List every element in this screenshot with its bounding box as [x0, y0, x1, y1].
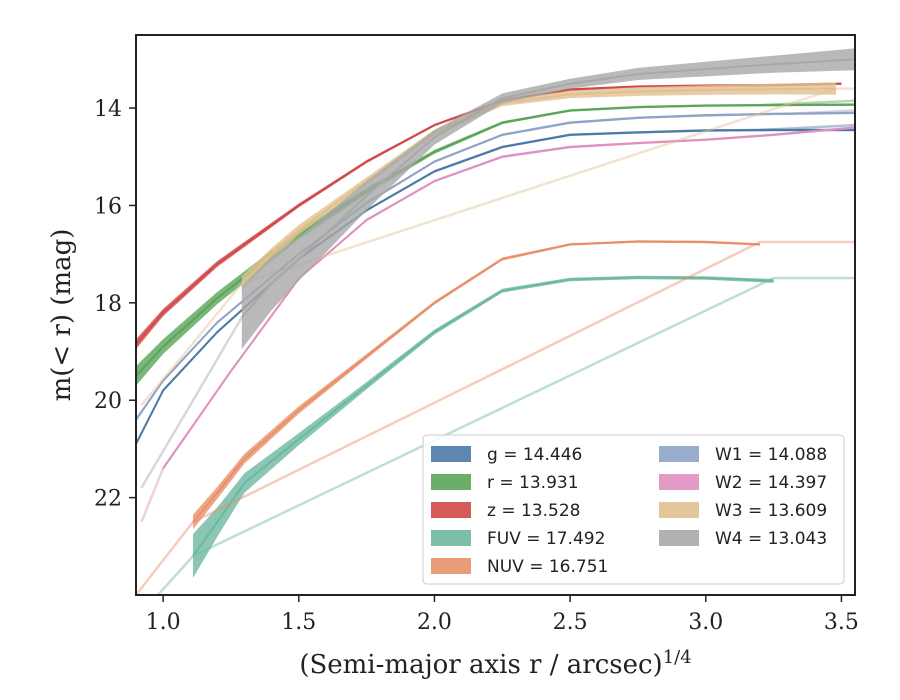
legend-label: W2 = 14.397 — [715, 473, 827, 493]
x-tick-label: 1.5 — [281, 610, 316, 635]
series-g-line — [136, 129, 855, 445]
x-axis-label: (Semi-major axis r / arcsec)1/4 — [299, 647, 691, 680]
series-fuv-line — [192, 276, 774, 557]
series-w4 — [140, 48, 855, 489]
x-tick-label: 1.0 — [146, 610, 181, 635]
series-w2-extension — [140, 467, 165, 523]
x-tick-label: 2.0 — [417, 610, 452, 635]
legend-swatch — [659, 530, 699, 546]
legend-label: FUV = 17.492 — [487, 529, 605, 549]
legend-swatch — [431, 530, 471, 546]
series-r-line — [136, 103, 855, 377]
x-tick-label: 3.5 — [824, 610, 859, 635]
y-tick-label: 18 — [94, 292, 122, 317]
series-w4-line — [241, 58, 855, 319]
legend-label: W1 = 14.088 — [715, 445, 827, 465]
y-tick-label: 22 — [94, 487, 122, 512]
legend-label: W3 = 13.609 — [715, 501, 827, 521]
legend-swatch — [431, 446, 471, 462]
plot-layer — [136, 48, 855, 595]
legend-label: NUV = 16.751 — [487, 557, 608, 577]
legend-swatch — [659, 446, 699, 462]
series-nuv-line — [192, 240, 761, 523]
y-tick-label: 20 — [94, 389, 122, 414]
legend-label: W4 = 13.043 — [715, 529, 827, 549]
x-tick-label: 2.5 — [553, 610, 588, 635]
series-w1-line — [136, 111, 855, 421]
legend-label: z = 13.528 — [487, 501, 580, 521]
x-axis-label-main: (Semi-major axis r / arcsec) — [299, 650, 662, 680]
series-w1 — [136, 109, 855, 422]
y-tick-label: 16 — [94, 194, 122, 219]
legend: g = 14.446 r = 13.931 z = 13.528 FUV = 17.4… — [422, 434, 845, 585]
series-nuv — [136, 240, 855, 595]
legend-swatch — [659, 502, 699, 518]
legend-swatch — [431, 474, 471, 490]
legend-swatch — [431, 502, 471, 518]
series-nuv-extension — [136, 240, 855, 595]
y-axis-label: m(< r) (mag) — [47, 229, 77, 402]
legend-label: g = 14.446 — [487, 445, 582, 465]
legend-swatch — [431, 558, 471, 574]
ticks-layer: 1.0 1.5 2.0 2.5 3.0 3.5 14 16 18 20 22 — [94, 97, 859, 635]
y-tick-label: 14 — [94, 97, 122, 122]
legend-frame — [422, 434, 845, 585]
series-w2-line — [162, 126, 855, 469]
legend-swatch — [659, 474, 699, 490]
x-tick-label: 3.0 — [688, 610, 723, 635]
plot-frame — [135, 34, 856, 596]
series-fuv — [156, 275, 855, 595]
legend-label: r = 13.931 — [487, 473, 579, 493]
series-g — [136, 123, 855, 446]
series-w4-extension — [140, 316, 243, 489]
x-axis-label-superscript: 1/4 — [663, 647, 692, 668]
series-fuv-band — [193, 275, 774, 578]
series-fuv-extension — [156, 276, 855, 595]
series-w2 — [140, 126, 855, 523]
